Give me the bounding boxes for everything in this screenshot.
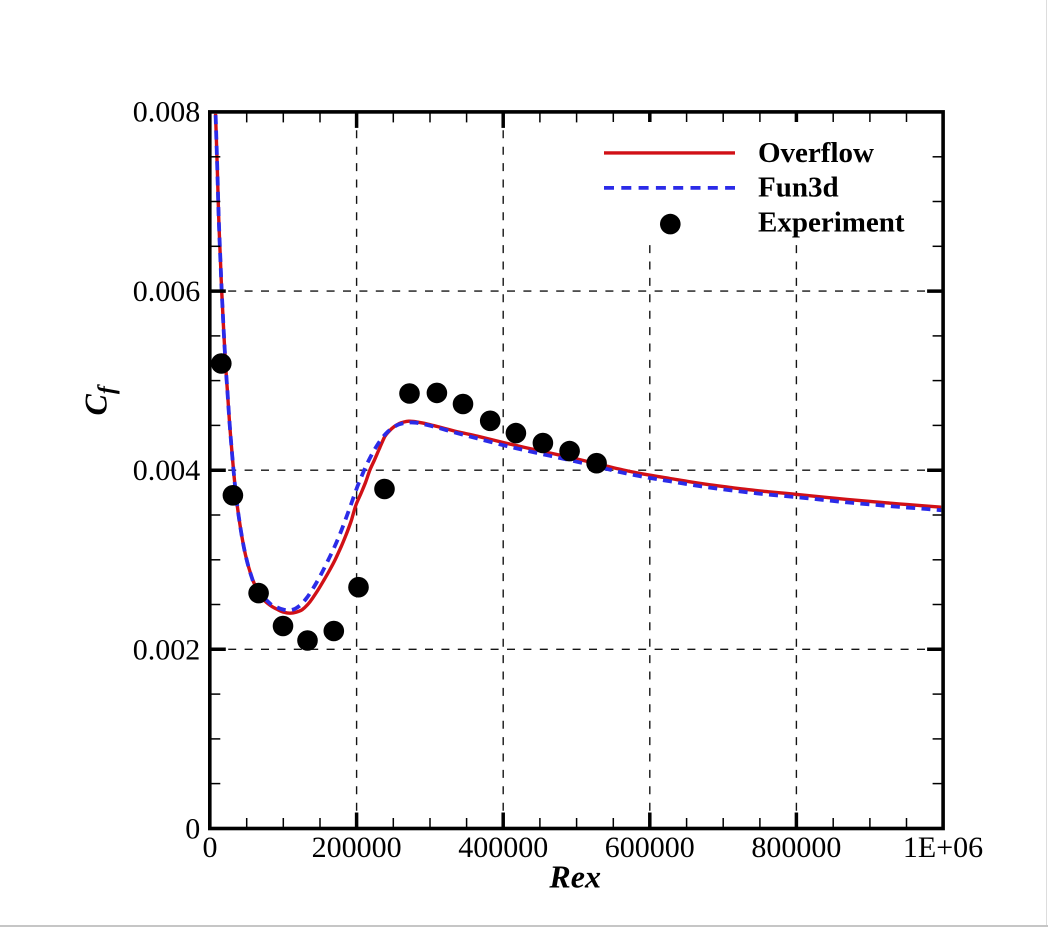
svg-text:0.006: 0.006 — [133, 275, 201, 308]
svg-text:1E+06: 1E+06 — [903, 831, 983, 864]
svg-text:Fun3d: Fun3d — [758, 172, 839, 204]
svg-text:600000: 600000 — [605, 831, 695, 864]
svg-text:0: 0 — [203, 831, 218, 864]
svg-text:800000: 800000 — [751, 831, 841, 864]
svg-text:400000: 400000 — [458, 831, 548, 864]
svg-text:0.004: 0.004 — [133, 454, 201, 487]
svg-text:200000: 200000 — [312, 831, 402, 864]
svg-text:0: 0 — [185, 812, 200, 845]
svg-text:Overflow: Overflow — [758, 137, 874, 169]
svg-text:0.008: 0.008 — [133, 96, 201, 129]
svg-text:0.002: 0.002 — [133, 633, 201, 666]
svg-text:Experiment: Experiment — [758, 206, 905, 238]
svg-text:Rex: Rex — [548, 858, 601, 894]
